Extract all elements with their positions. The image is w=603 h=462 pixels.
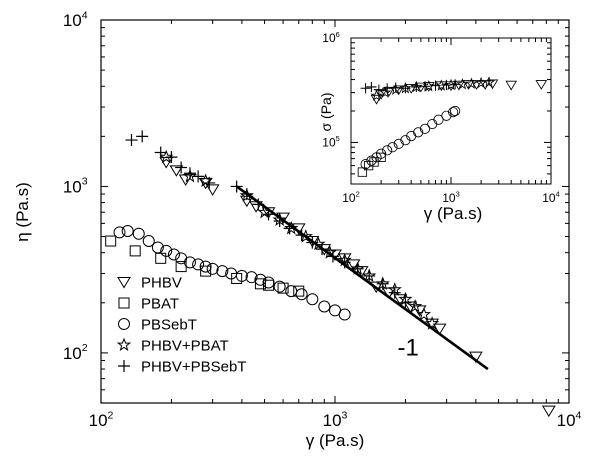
inset-axis-ticks bbox=[350, 37, 552, 185]
main-y-label-text: η (Pa.s) bbox=[13, 182, 32, 242]
inset-y-label-text: σ (Pa) bbox=[318, 93, 334, 132]
data-point bbox=[338, 308, 351, 321]
inset-y-tick-label: 106 bbox=[322, 30, 340, 45]
legend-label: PBAT bbox=[141, 296, 179, 313]
inset-x-tick-label: 103 bbox=[442, 190, 460, 205]
main-y-tick-exp: 3 bbox=[82, 176, 88, 188]
inset-plot-background bbox=[318, 38, 553, 184]
legend-marker bbox=[118, 297, 130, 309]
legend-item: PHBV+PBAT bbox=[117, 338, 229, 355]
data-point bbox=[306, 293, 319, 306]
data-point bbox=[183, 166, 197, 180]
inset-y-tick-exp: 5 bbox=[336, 134, 340, 143]
inset-x-tick-base: 10 bbox=[442, 191, 456, 205]
legend-marker bbox=[117, 338, 131, 351]
data-point bbox=[542, 405, 556, 417]
main-x-tick-exp: 4 bbox=[576, 409, 582, 421]
legend-label: PHBV bbox=[141, 275, 182, 292]
data-point bbox=[121, 224, 134, 237]
inset-y-tick-label: 105 bbox=[322, 134, 340, 149]
legend: PHBV PBAT PBSebT PHBV+PBAT PHBV+PBSebT bbox=[117, 275, 246, 376]
inset-x-tick-base: 10 bbox=[342, 191, 356, 205]
legend-item: PHBV+PBSebT bbox=[117, 359, 246, 376]
inset-x-tick-exp: 2 bbox=[356, 190, 360, 199]
inset-x-tick-exp: 4 bbox=[556, 190, 560, 199]
main-y-tick-base: 10 bbox=[63, 344, 82, 363]
legend-marker bbox=[117, 277, 131, 288]
main-y-tick-label: 102 bbox=[63, 342, 88, 363]
main-x-label-text: γ (Pa.s) bbox=[306, 431, 365, 450]
main-y-tick-exp: 2 bbox=[82, 342, 88, 354]
main-y-tick-base: 10 bbox=[63, 177, 82, 196]
legend-item: PHBV bbox=[117, 275, 182, 292]
main-x-tick-label: 104 bbox=[557, 409, 582, 430]
data-point bbox=[417, 308, 431, 320]
data-point bbox=[351, 262, 365, 276]
main-y-tick-label: 104 bbox=[63, 9, 88, 30]
data-point bbox=[132, 227, 145, 240]
inset-y-tick-base: 10 bbox=[322, 136, 336, 150]
data-point bbox=[206, 262, 219, 275]
data-point bbox=[206, 184, 220, 196]
data-point bbox=[154, 145, 168, 160]
data-point bbox=[105, 235, 117, 247]
inset-x-tick-label: 102 bbox=[342, 190, 360, 205]
main-y-axis-label: η (Pa.s) bbox=[13, 182, 32, 242]
data-point bbox=[273, 214, 287, 228]
legend-marker bbox=[117, 359, 131, 373]
data-point bbox=[129, 245, 141, 257]
legend-label: PHBV+PBAT bbox=[141, 338, 229, 355]
main-x-tick-base: 10 bbox=[323, 411, 342, 430]
data-point bbox=[113, 226, 126, 239]
main-y-tick-label: 103 bbox=[63, 176, 88, 197]
inset-x-tick-exp: 3 bbox=[456, 190, 460, 199]
inset-x-axis-label: γ (Pa.s) bbox=[424, 204, 483, 223]
fit-annotation: -1 bbox=[398, 334, 419, 361]
main-x-tick-base: 10 bbox=[557, 411, 576, 430]
data-point bbox=[295, 288, 308, 301]
main-y-tick-exp: 4 bbox=[82, 9, 88, 21]
data-point bbox=[285, 285, 298, 298]
inset-x-tick-label: 104 bbox=[542, 190, 560, 205]
inset-y-axis-label: σ (Pa) bbox=[318, 93, 334, 132]
legend-marker bbox=[118, 318, 130, 330]
legend-item: PBSebT bbox=[118, 317, 197, 334]
inset-x-label-text: γ (Pa.s) bbox=[424, 204, 483, 223]
inset-y-tick-base: 10 bbox=[322, 31, 336, 45]
main-y-tick-base: 10 bbox=[63, 11, 82, 30]
main-axis-ticks bbox=[100, 19, 570, 404]
main-x-tick-label: 102 bbox=[89, 409, 114, 430]
main-x-axis-label: γ (Pa.s) bbox=[306, 431, 365, 450]
legend-label: PHBV+PBSebT bbox=[141, 359, 246, 376]
data-point bbox=[192, 258, 205, 271]
main-x-tick-label: 103 bbox=[323, 409, 348, 430]
data-point bbox=[318, 300, 331, 313]
main-x-tick-exp: 3 bbox=[342, 409, 348, 421]
main-x-tick-base: 10 bbox=[89, 411, 108, 430]
inset-x-tick-base: 10 bbox=[542, 191, 556, 205]
legend-label: PBSebT bbox=[141, 317, 197, 334]
data-point bbox=[155, 252, 167, 264]
data-point bbox=[124, 133, 139, 147]
data-point bbox=[135, 129, 149, 143]
main-x-tick-exp: 2 bbox=[108, 409, 114, 421]
inset-y-tick-exp: 6 bbox=[336, 30, 340, 39]
data-point bbox=[413, 305, 427, 317]
legend-item: PBAT bbox=[118, 296, 179, 313]
data-point bbox=[174, 160, 188, 175]
